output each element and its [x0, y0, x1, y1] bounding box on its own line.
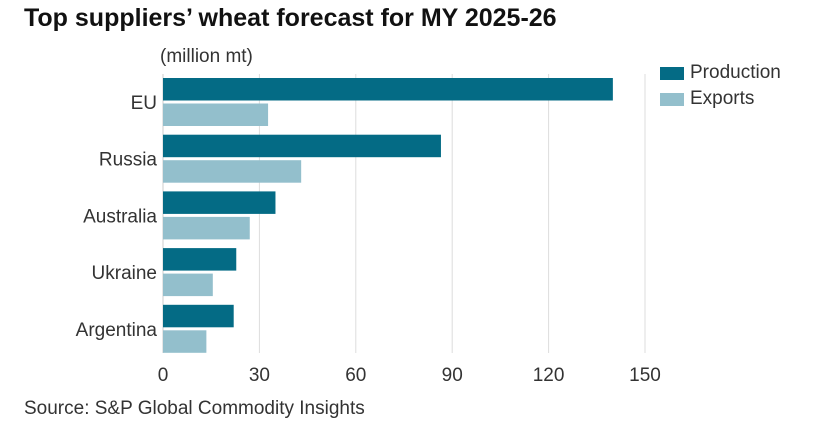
bar-production-ukraine [163, 248, 237, 271]
x-tick-label: 0 [158, 365, 169, 386]
bar-exports-australia [163, 216, 250, 240]
bar-exports-russia [163, 160, 302, 183]
x-tick-label: 150 [629, 365, 661, 386]
bar-production-australia [163, 191, 276, 214]
x-tick-label: 60 [345, 365, 366, 386]
bar-exports-argentina [163, 330, 207, 353]
legend-swatch-production [660, 66, 684, 80]
legend-production: Production [660, 62, 781, 84]
legend-exports: Exports [660, 88, 754, 110]
bar-production-russia [163, 134, 441, 158]
bar-exports-eu [163, 103, 269, 126]
category-label: Australia [83, 206, 157, 227]
bar-production-eu [163, 78, 613, 101]
bar-production-argentina [163, 304, 234, 328]
x-tick-label: 90 [442, 365, 463, 386]
chart-title: Top suppliers’ wheat forecast for MY 202… [24, 4, 557, 32]
bar-exports-ukraine [163, 273, 213, 297]
legend-swatch-exports [660, 92, 684, 106]
category-label: Russia [99, 150, 158, 171]
x-tick-label: 30 [249, 365, 270, 386]
category-label: EU [131, 93, 157, 114]
unit-label: (million mt) [160, 46, 253, 67]
source-note: Source: S&P Global Commodity Insights [24, 398, 365, 419]
x-tick-label: 120 [533, 365, 565, 386]
legend-label: Production [690, 62, 781, 83]
category-label: Ukraine [92, 263, 157, 284]
category-label: Argentina [76, 320, 158, 341]
legend-label: Exports [690, 88, 755, 109]
